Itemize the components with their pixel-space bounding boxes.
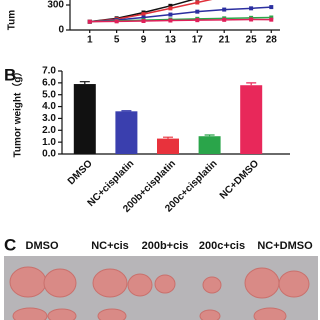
- panel-label: C: [4, 235, 16, 254]
- point: [249, 6, 254, 11]
- y-tick-label: 5.0: [42, 89, 56, 100]
- error-bar: [121, 110, 132, 112]
- point: [168, 18, 173, 23]
- y-tick-label: 0.0: [42, 149, 56, 160]
- point: [249, 17, 254, 22]
- error-bar: [163, 136, 173, 139]
- line: [89, 18, 272, 23]
- point: [87, 19, 92, 24]
- point: [269, 15, 274, 20]
- bar: [198, 136, 221, 154]
- x-tick-label: 13: [165, 35, 177, 46]
- x-tick-label: DMSO: [66, 158, 95, 187]
- point: [141, 12, 146, 17]
- point: [195, 18, 200, 23]
- x-tick-label: 5: [114, 35, 120, 46]
- column-label: NC+DMSO: [257, 240, 313, 252]
- point: [141, 15, 146, 20]
- y-tick-label: 4.0: [42, 101, 56, 112]
- bar: [115, 111, 138, 154]
- column-label: DMSO: [26, 240, 59, 252]
- x-tick-label: 21: [219, 35, 231, 46]
- x-tick-label: 17: [192, 35, 204, 46]
- line: [89, 6, 272, 23]
- column-label: NC+cis: [91, 240, 129, 252]
- y-tick-label: 2.0: [42, 125, 56, 136]
- point: [168, 3, 173, 8]
- line: [89, 0, 213, 23]
- y-tick-label: 300: [47, 0, 64, 11]
- tumor-images: [9, 266, 310, 320]
- x-tick-label: 28: [266, 35, 278, 46]
- bar: [157, 138, 179, 154]
- point: [222, 7, 227, 12]
- panel-label: B: [4, 65, 16, 84]
- error-bar: [246, 82, 257, 86]
- x-tick-label: 25: [246, 35, 258, 46]
- y-tick-label: 3.0: [42, 113, 56, 124]
- y-axis-label: Tum: [7, 10, 18, 30]
- point: [114, 19, 119, 24]
- y-tick-label: 6.0: [42, 77, 56, 88]
- y-tick-label: 0: [58, 25, 64, 36]
- point: [269, 5, 274, 10]
- point: [269, 17, 274, 22]
- point: [195, 0, 200, 5]
- column-label: 200c+cis: [199, 240, 245, 252]
- x-tick-label: 9: [141, 35, 147, 46]
- x-tick-label: NC+DMSO: [218, 158, 261, 201]
- x-tick-label: 1: [87, 35, 93, 46]
- column-label: 200b+cis: [142, 240, 189, 252]
- error-bar: [79, 81, 90, 85]
- point: [141, 19, 146, 23]
- bar: [240, 85, 263, 154]
- point: [168, 12, 173, 17]
- error-bar: [204, 134, 215, 137]
- line: [89, 0, 195, 23]
- y-tick-label: 7.0: [42, 66, 56, 77]
- point: [222, 17, 227, 22]
- y-axis-label: Tumor weight（g）: [11, 67, 24, 158]
- bar: [73, 84, 96, 154]
- y-tick-label: 1.0: [42, 137, 56, 148]
- point: [168, 6, 173, 11]
- point: [195, 9, 200, 14]
